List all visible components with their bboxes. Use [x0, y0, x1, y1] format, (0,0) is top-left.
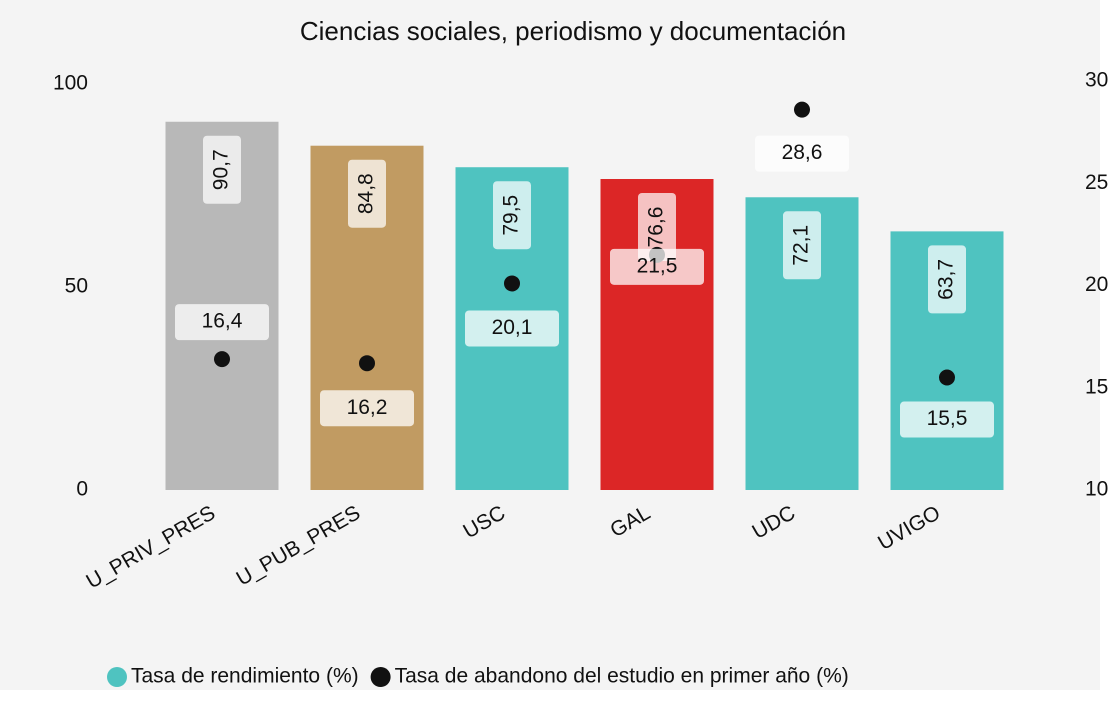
label-box [320, 390, 414, 427]
label-box [610, 248, 704, 285]
label-box [175, 304, 269, 341]
dot [794, 101, 810, 118]
legend-swatch [107, 667, 127, 687]
y2-tick-label: 25 [1085, 171, 1108, 194]
label-box [203, 135, 241, 204]
dot-value-label: 21,5 [637, 254, 678, 277]
dot-value-label: 15,5 [927, 407, 968, 430]
y2-tick-label: 20 [1085, 273, 1108, 296]
legend-swatch [370, 667, 391, 687]
y-tick-label: 100 [53, 72, 88, 95]
legend-label: Tasa de abandono del estudio en primer a… [395, 665, 849, 688]
y2-tick-label: 10 [1085, 478, 1108, 501]
bar-value-label: 90,7 [210, 149, 233, 190]
label-box [928, 245, 966, 314]
label-box [783, 211, 821, 280]
legend-label: Tasa de rendimiento (%) [131, 665, 359, 688]
label-box [493, 181, 531, 250]
bar-value-label: 79,5 [500, 195, 523, 236]
y2-tick-label: 15 [1085, 375, 1108, 398]
bar-value-label: 76,6 [645, 207, 668, 248]
label-box [755, 135, 849, 172]
chart-title: Ciencias sociales, periodismo y document… [300, 16, 846, 46]
dot [939, 369, 955, 386]
bar-value-label: 84,8 [355, 173, 378, 214]
y-tick-label: 0 [76, 478, 88, 501]
dot-value-label: 16,4 [202, 310, 243, 333]
dot [504, 275, 520, 292]
bar-value-label: 72,1 [790, 225, 813, 266]
dot-value-label: 20,1 [492, 316, 533, 339]
bar-value-label: 63,7 [935, 259, 958, 300]
y2-tick-label: 30 [1085, 69, 1108, 92]
y-tick-label: 50 [65, 275, 88, 298]
label-box [348, 159, 386, 228]
dot [359, 355, 375, 372]
dot-value-label: 28,6 [782, 141, 823, 164]
dot [214, 351, 230, 368]
label-box [638, 193, 676, 262]
label-box [900, 401, 994, 438]
label-box [465, 310, 559, 347]
dot-value-label: 16,2 [347, 396, 388, 419]
